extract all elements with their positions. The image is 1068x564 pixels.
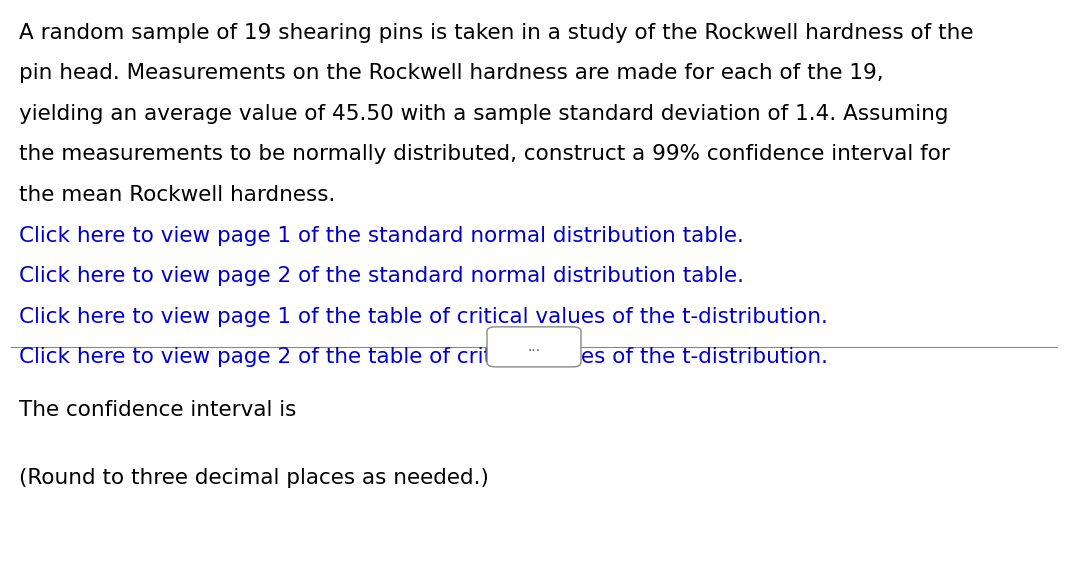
- Text: Click here to view page 1 of the table of critical values of the t-distribution.: Click here to view page 1 of the table o…: [19, 307, 828, 327]
- Text: the measurements to be normally distributed, construct a 99% confidence interval: the measurements to be normally distribu…: [19, 144, 951, 164]
- Text: the mean Rockwell hardness.: the mean Rockwell hardness.: [19, 185, 335, 205]
- Text: Click here to view page 1 of the standard normal distribution table.: Click here to view page 1 of the standar…: [19, 226, 744, 245]
- Text: ...: ...: [528, 340, 540, 354]
- Text: (Round to three decimal places as needed.): (Round to three decimal places as needed…: [19, 468, 489, 488]
- Text: The confidence interval is: The confidence interval is: [19, 400, 303, 420]
- Text: Click here to view page 2 of the table of critical values of the t-distribution.: Click here to view page 2 of the table o…: [19, 347, 828, 367]
- Text: A random sample of 19 shearing pins is taken in a study of the Rockwell hardness: A random sample of 19 shearing pins is t…: [19, 23, 974, 42]
- FancyBboxPatch shape: [487, 327, 581, 367]
- Text: Click here to view page 2 of the standard normal distribution table.: Click here to view page 2 of the standar…: [19, 266, 744, 286]
- Text: yielding an average value of 45.50 with a sample standard deviation of 1.4. Assu: yielding an average value of 45.50 with …: [19, 104, 948, 124]
- Text: pin head. Measurements on the Rockwell hardness are made for each of the 19,: pin head. Measurements on the Rockwell h…: [19, 63, 884, 83]
